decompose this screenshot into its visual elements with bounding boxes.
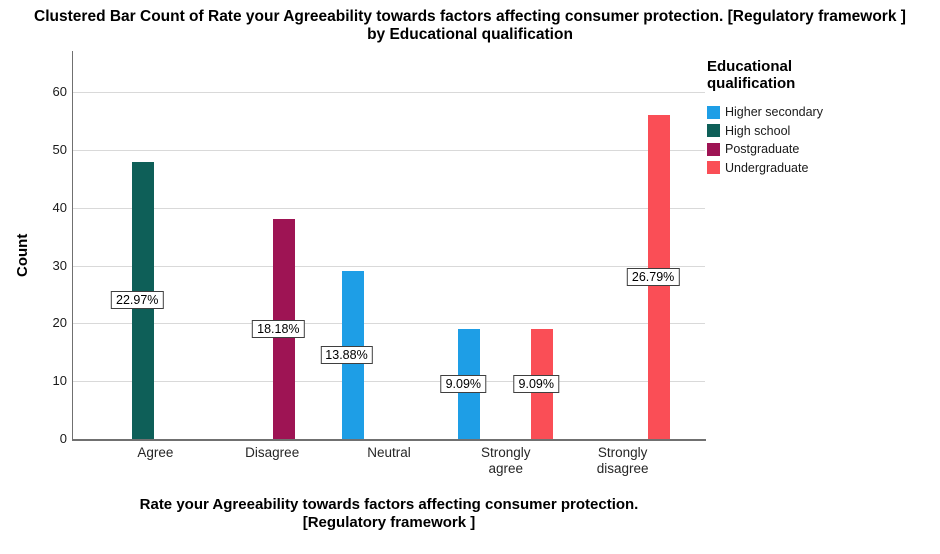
- y-tick-label-0: 0: [59, 431, 67, 446]
- gridline-30: [73, 265, 705, 267]
- gridline-20: [73, 323, 705, 325]
- y-tick-label-60: 60: [52, 84, 67, 100]
- legend-item-label: Postgraduate: [725, 142, 800, 157]
- y-tick-label-10: 10: [52, 373, 67, 389]
- legend-item-postgraduate: Postgraduate: [707, 140, 935, 159]
- x-axis-line: [71, 438, 706, 441]
- gridline-60: [73, 92, 705, 94]
- gridline-50: [73, 150, 705, 152]
- legend-item-label: Higher secondary: [725, 105, 823, 120]
- legend-items: Higher secondary High school Postgraduate U…: [707, 103, 935, 177]
- x-tick-label: Strongly agree: [481, 445, 531, 476]
- y-tick-label-20: 20: [52, 315, 67, 331]
- legend-swatch-icon: [707, 105, 720, 119]
- bar-percent-label: 13.88%: [320, 346, 373, 365]
- legend-item-undergraduate: Undergraduate: [707, 159, 935, 178]
- y-tick-label-50: 50: [52, 142, 67, 158]
- gridline-40: [73, 207, 705, 209]
- bar-percent-label: 9.09%: [513, 375, 560, 394]
- legend: Educational qualification Higher seconda…: [707, 58, 935, 177]
- legend-item-label: Undergraduate: [725, 160, 809, 175]
- legend-swatch-icon: [707, 124, 720, 138]
- bar-percent-label: 22.97%: [111, 291, 164, 310]
- x-axis-title: Rate your Agreeability towards factors a…: [139, 496, 639, 531]
- y-tick-label-40: 40: [52, 199, 67, 215]
- bar-percent-label: 18.18%: [252, 320, 305, 339]
- x-tick-label: Agree: [137, 445, 174, 460]
- gridline-10: [73, 381, 705, 383]
- y-axis-title: Count: [14, 233, 31, 277]
- y-tick-label-30: 30: [52, 257, 67, 273]
- bar-percent-label: 26.79%: [626, 268, 680, 287]
- chart-title: Clustered Bar Count of Rate your Agreeab…: [34, 8, 906, 43]
- legend-item-high-school: High school: [707, 122, 935, 141]
- y-axis-line: [71, 51, 74, 440]
- x-tick-label: Neutral: [367, 445, 411, 460]
- legend-item-higher-secondary: Higher secondary: [707, 103, 935, 122]
- x-tick-label: Disagree: [245, 445, 300, 460]
- legend-title: Educational qualification: [707, 58, 796, 92]
- bar-percent-label: 9.09%: [440, 375, 487, 394]
- legend-swatch-icon: [707, 161, 720, 175]
- legend-swatch-icon: [707, 142, 720, 156]
- legend-item-label: High school: [725, 123, 791, 138]
- x-tick-label: Strongly disagree: [596, 445, 649, 476]
